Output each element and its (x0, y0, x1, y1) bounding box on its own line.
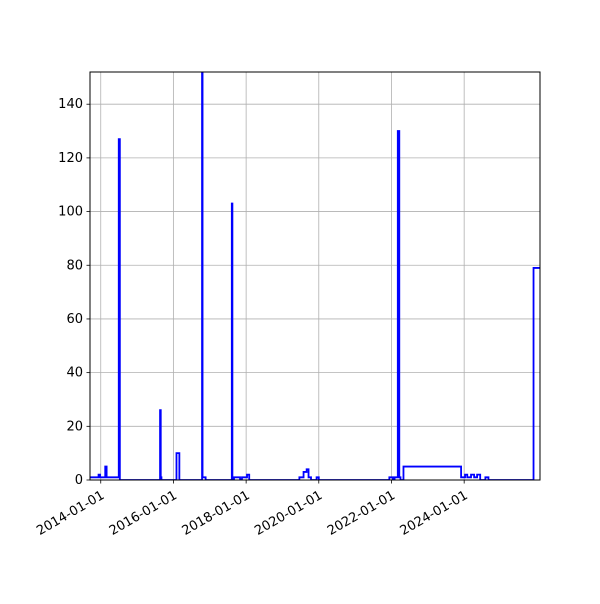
x-tick-label: 2014-01-01 (34, 488, 107, 539)
x-tick-label: 2016-01-01 (107, 488, 180, 539)
y-tick-label: 80 (66, 258, 83, 273)
y-tick-label: 120 (58, 151, 83, 166)
y-tick-label: 100 (58, 205, 83, 220)
x-tick-label: 2022-01-01 (325, 488, 398, 539)
x-tick-label: 2024-01-01 (398, 488, 471, 539)
y-tick-label: 0 (75, 473, 83, 488)
y-tick-label: 140 (58, 97, 83, 112)
plot-frame (89, 71, 541, 481)
x-axis: 2014-01-01 2016-01-01 2018-01-01 2020-01-01… (34, 480, 471, 539)
grid-lines (90, 72, 540, 481)
y-axis: 0 20 40 60 80 100 120 140 (58, 97, 90, 488)
y-tick-label: 40 (66, 366, 83, 381)
y-tick-label: 60 (66, 312, 83, 327)
y-tick-label: 20 (66, 419, 83, 434)
x-tick-label: 2018-01-01 (180, 488, 253, 539)
series-group (90, 72, 540, 480)
plot-background (90, 72, 540, 480)
series-line-0 (90, 72, 540, 480)
x-tick-label: 2020-01-01 (252, 488, 325, 539)
